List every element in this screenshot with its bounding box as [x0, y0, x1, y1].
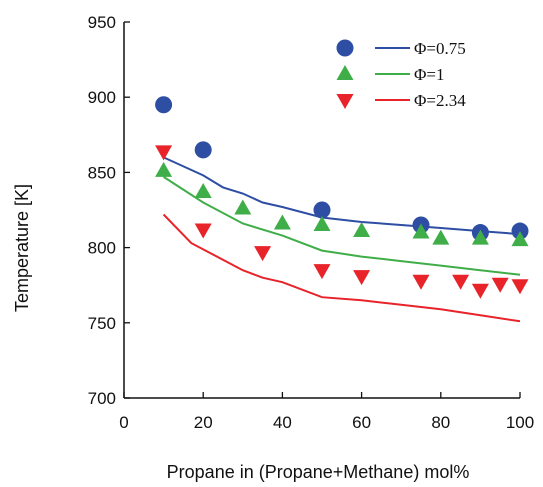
point-exp-234 [194, 223, 212, 239]
y-tick-label: 750 [88, 314, 116, 333]
legend-marker-exp-1 [336, 65, 354, 80]
point-exp-1 [155, 161, 173, 177]
x-tick-label: 20 [194, 413, 213, 432]
line-model-075 [163, 156, 521, 236]
x-tick-label: 40 [273, 413, 292, 432]
point-exp-075 [194, 141, 212, 159]
point-exp-234 [313, 264, 331, 280]
point-exp-075 [155, 96, 173, 114]
legend-marker-exp-234 [336, 94, 354, 109]
legend-label: Φ=1 [414, 65, 445, 84]
y-tick-label: 900 [88, 88, 116, 107]
data-markers [155, 96, 529, 299]
legend-label: Φ=2.34 [414, 91, 466, 110]
x-tick-label: 0 [119, 413, 128, 432]
point-exp-234 [452, 274, 470, 290]
point-exp-075 [511, 222, 529, 240]
point-exp-1 [273, 214, 291, 230]
x-tick-label: 100 [506, 413, 534, 432]
point-exp-1 [511, 231, 529, 247]
point-exp-1 [194, 182, 212, 198]
point-exp-1 [234, 199, 252, 215]
y-tick-label: 850 [88, 163, 116, 182]
point-exp-234 [491, 277, 509, 293]
point-exp-1 [313, 216, 331, 232]
point-exp-234 [412, 274, 430, 290]
point-exp-1 [412, 223, 430, 239]
y-axis-label: Temperature [K] [12, 184, 32, 312]
line-model-234 [162, 213, 521, 323]
point-exp-234 [353, 270, 371, 286]
y-tick-label: 800 [88, 239, 116, 258]
axes [123, 22, 520, 399]
legend: Φ=0.75 Φ=1 Φ=2.34 [336, 39, 466, 110]
point-exp-234 [155, 145, 173, 161]
point-exp-1 [471, 229, 489, 245]
point-exp-234 [511, 279, 529, 295]
x-axis-label: Propane in (Propane+Methane) mol% [167, 462, 470, 482]
y-axis-ticks: 700 750 800 850 900 950 [88, 13, 130, 408]
legend-marker-exp-075 [336, 39, 354, 57]
point-exp-1 [353, 222, 371, 238]
x-tick-label: 60 [352, 413, 371, 432]
y-tick-label: 700 [88, 389, 116, 408]
point-exp-075 [313, 201, 331, 219]
point-exp-234 [471, 283, 489, 299]
point-exp-1 [432, 229, 450, 245]
x-axis-ticks: 0 20 40 60 80 100 [119, 392, 534, 432]
x-tick-label: 80 [431, 413, 450, 432]
y-tick-label: 950 [88, 13, 116, 32]
legend-label: Φ=0.75 [414, 39, 466, 58]
point-exp-234 [254, 246, 272, 262]
model-lines [162, 156, 521, 323]
line-model-1 [163, 176, 521, 276]
